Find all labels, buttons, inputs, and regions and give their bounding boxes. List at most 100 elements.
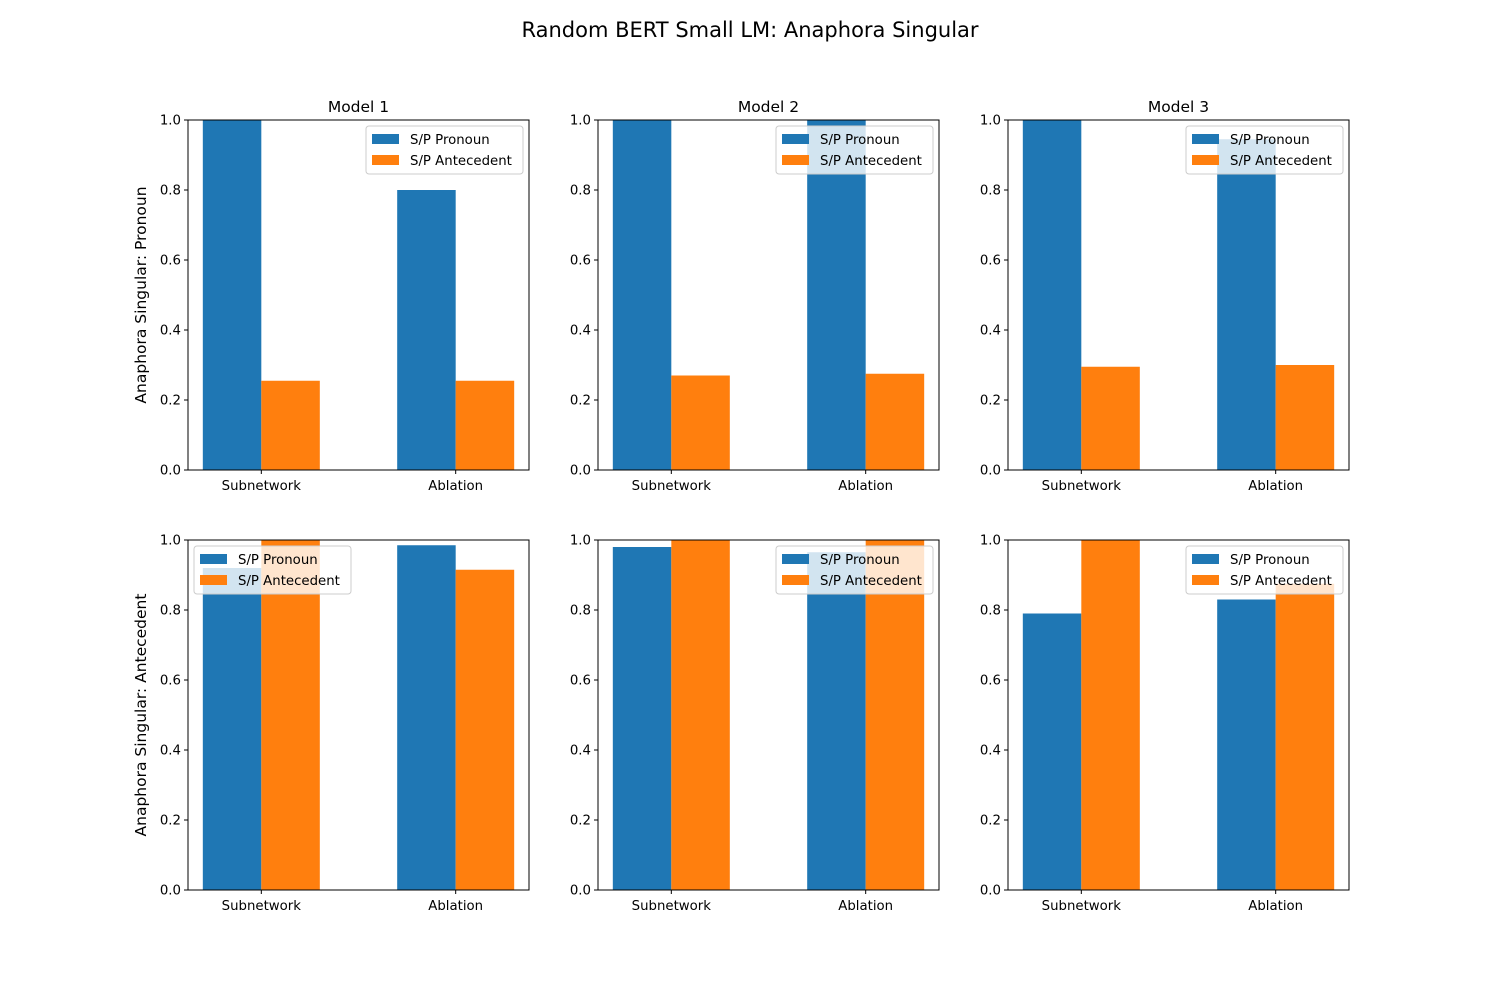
y-tick-label: 0.2 <box>570 814 591 829</box>
bar-subnetwork-pronoun <box>1022 120 1082 470</box>
y-tick-label: 0.2 <box>980 814 1001 829</box>
subplot-1: Subnetwork Ablation 0.0 0.2 0.4 0.6 0.8 1.0 Mode… <box>132 98 530 494</box>
legend-box <box>775 125 934 175</box>
axes-frame <box>187 539 530 891</box>
y-tick-label: 1.0 <box>980 534 1001 549</box>
y-tick-label: 0.4 <box>570 744 591 759</box>
bar-subnetwork-antecedent <box>671 375 730 470</box>
legend: S/P Pronoun S/P Antecedent <box>775 545 934 595</box>
y-tick-label: 0.6 <box>570 674 591 689</box>
axes-frame <box>597 539 940 891</box>
subplot-4: Subnetwork Ablation 0.0 0.2 0.4 0.6 0.8 1.0 Anap… <box>132 534 530 914</box>
legend-label: S/P Antecedent <box>820 154 922 169</box>
legend-label: S/P Pronoun <box>820 133 900 148</box>
legend-swatch-antecedent <box>1192 155 1219 165</box>
legend-label: S/P Pronoun <box>238 553 318 568</box>
legend-swatch-antecedent <box>1192 575 1219 585</box>
subplot-6: Subnetwork Ablation 0.0 0.2 0.4 0.6 0.8 1.0 S/P … <box>980 534 1350 914</box>
legend-label: S/P Pronoun <box>820 553 900 568</box>
x-tick-label: Subnetwork <box>1042 479 1122 494</box>
y-tick-label: 1.0 <box>570 534 591 549</box>
y-tick-label: 0.8 <box>570 184 591 199</box>
y-tick-label: 1.0 <box>160 534 181 549</box>
subplot-grid: Subnetwork Ablation 0.0 0.2 0.4 0.6 0.8 1.0 Mode… <box>132 98 1350 914</box>
legend: S/P Pronoun S/P Antecedent <box>365 125 524 175</box>
bar-ablation-pronoun <box>1217 139 1276 470</box>
x-tick-label: Ablation <box>1248 479 1303 494</box>
legend-label: S/P Antecedent <box>238 574 340 589</box>
subplot-3: Subnetwork Ablation 0.0 0.2 0.4 0.6 0.8 1.0 Mode… <box>980 98 1350 494</box>
y-tick-label: 0.4 <box>160 324 181 339</box>
bar-subnetwork-pronoun <box>202 120 262 470</box>
x-tick-label: Subnetwork <box>632 899 712 914</box>
y-tick-label: 0.2 <box>160 394 181 409</box>
bar-ablation-pronoun <box>1217 599 1276 890</box>
legend-box <box>1185 545 1344 595</box>
legend-swatch-pronoun <box>1192 554 1219 564</box>
legend-swatch-antecedent <box>200 575 227 585</box>
subplot-title: Model 1 <box>328 98 389 116</box>
bar-subnetwork-antecedent <box>671 540 730 890</box>
y-tick-label: 0.0 <box>980 884 1001 899</box>
legend: S/P Pronoun S/P Antecedent <box>193 545 352 595</box>
axes-frame <box>1007 539 1350 891</box>
legend-swatch-antecedent <box>372 155 399 165</box>
y-tick-label: 0.6 <box>160 254 181 269</box>
legend-swatch-pronoun <box>200 554 227 564</box>
y-tick-label: 0.0 <box>160 884 181 899</box>
y-tick-label: 0.4 <box>980 744 1001 759</box>
bar-ablation-pronoun <box>397 190 456 470</box>
legend-label: S/P Antecedent <box>820 574 922 589</box>
bar-subnetwork-antecedent <box>1081 366 1140 470</box>
legend-label: S/P Pronoun <box>1230 133 1310 148</box>
y-tick-label: 1.0 <box>160 114 181 129</box>
legend: S/P Pronoun S/P Antecedent <box>1185 125 1344 175</box>
y-tick-label: 0.4 <box>570 324 591 339</box>
x-tick-label: Subnetwork <box>632 479 712 494</box>
y-tick-label: 1.0 <box>570 114 591 129</box>
y-tick-label: 0.0 <box>160 464 181 479</box>
y-tick-label: 0.2 <box>160 814 181 829</box>
y-tick-label: 0.6 <box>570 254 591 269</box>
subplot-title: Model 3 <box>1148 98 1209 116</box>
legend-swatch-pronoun <box>1192 134 1219 144</box>
y-tick-label: 0.6 <box>980 254 1001 269</box>
y-tick-label: 0.8 <box>980 184 1001 199</box>
legend-label: S/P Antecedent <box>1230 574 1332 589</box>
bar-ablation-antecedent <box>1275 583 1335 890</box>
legend-box <box>1185 125 1344 175</box>
y-tick-label: 0.8 <box>160 604 181 619</box>
axes-frame <box>1007 119 1350 471</box>
legend-box <box>193 545 352 595</box>
y-tick-label: 0.8 <box>570 604 591 619</box>
y-axis-label: Anaphora Singular: Antecedent <box>132 594 150 837</box>
x-tick-label: Subnetwork <box>1042 899 1122 914</box>
legend-swatch-pronoun <box>372 134 399 144</box>
y-tick-label: 0.0 <box>570 464 591 479</box>
bar-subnetwork-pronoun <box>612 120 672 470</box>
x-tick-label: Subnetwork <box>222 479 302 494</box>
x-tick-label: Ablation <box>1248 899 1303 914</box>
bar-subnetwork-pronoun <box>612 547 672 890</box>
x-tick-label: Subnetwork <box>222 899 302 914</box>
axes-frame <box>187 119 530 471</box>
legend: S/P Pronoun S/P Antecedent <box>775 125 934 175</box>
legend-swatch-pronoun <box>782 134 809 144</box>
axes-frame <box>597 119 940 471</box>
legend-label: S/P Antecedent <box>1230 154 1332 169</box>
legend-box <box>365 125 524 175</box>
bar-ablation-pronoun <box>807 120 866 470</box>
y-tick-label: 0.0 <box>980 464 1001 479</box>
x-tick-label: Ablation <box>428 479 483 494</box>
bar-subnetwork-antecedent <box>261 380 320 470</box>
y-tick-label: 0.8 <box>160 184 181 199</box>
bar-ablation-pronoun <box>807 552 866 890</box>
legend-swatch-antecedent <box>782 155 809 165</box>
y-tick-label: 0.0 <box>570 884 591 899</box>
legend-label: S/P Pronoun <box>410 133 490 148</box>
bar-ablation-antecedent <box>865 373 925 470</box>
y-tick-label: 0.6 <box>160 674 181 689</box>
y-axis-label: Anaphora Singular: Pronoun <box>132 186 150 403</box>
bar-ablation-antecedent <box>1275 365 1335 470</box>
